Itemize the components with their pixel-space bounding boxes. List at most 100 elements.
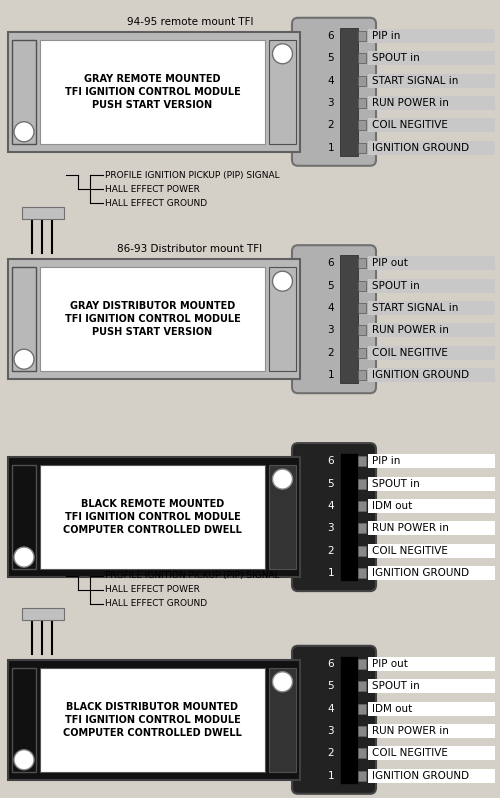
Bar [358,326,366,335]
Bar [358,281,366,290]
Bar [40,668,265,772]
Bar [8,457,300,577]
Bar [368,657,495,671]
Bar [40,465,265,569]
Text: RUN POWER in: RUN POWER in [372,523,449,533]
Text: IGNITION GROUND: IGNITION GROUND [372,568,469,578]
Bar [368,566,495,580]
Text: 2: 2 [328,120,334,130]
Bar [22,608,64,620]
Text: 5: 5 [328,479,334,488]
Text: SPOUT in: SPOUT in [372,681,420,691]
Bar [368,768,495,783]
Bar [358,98,366,108]
Text: START SIGNAL in: START SIGNAL in [372,303,458,313]
Bar [358,76,366,85]
Bar [12,267,36,371]
Text: PIP in: PIP in [372,456,400,466]
Text: 6: 6 [328,456,334,466]
Text: RUN POWER in: RUN POWER in [372,326,449,335]
Bar [368,96,495,110]
Text: 6: 6 [328,659,334,669]
Bar [358,370,366,380]
Bar [368,256,495,271]
Text: HALL EFFECT GROUND: HALL EFFECT GROUND [105,199,207,207]
Bar [358,546,366,555]
Text: COIL NEGITIVE: COIL NEGITIVE [372,546,448,555]
Text: IDM out: IDM out [372,704,412,713]
Bar [8,660,300,780]
Text: PIP out: PIP out [372,659,408,669]
Text: 3: 3 [328,726,334,736]
Text: PIP in: PIP in [372,31,400,41]
Bar [368,543,495,558]
Bar [358,659,366,669]
Text: PROFILE IGNITION PICKUP (PIP) SIGNAL: PROFILE IGNITION PICKUP (PIP) SIGNAL [105,171,280,180]
Bar [358,143,366,152]
Text: HALL EFFECT POWER: HALL EFFECT POWER [105,585,200,595]
Text: IGNITION GROUND: IGNITION GROUND [372,370,469,380]
Bar [368,346,495,360]
Bar [368,454,495,468]
Text: COIL NEGITIVE: COIL NEGITIVE [372,749,448,758]
Text: 1: 1 [328,370,334,380]
Text: 5: 5 [328,53,334,63]
Bar [40,267,265,371]
Bar [358,31,366,41]
Bar [358,771,366,780]
Bar [368,323,495,338]
Text: 86-93 Distributor mount TFI: 86-93 Distributor mount TFI [118,244,262,255]
Text: 1: 1 [328,143,334,152]
Bar [12,465,36,569]
Bar [340,255,358,383]
Bar [12,668,36,772]
Bar [40,40,265,144]
Bar [8,32,300,152]
Text: 3: 3 [328,326,334,335]
Bar [368,301,495,315]
Text: 4: 4 [328,501,334,511]
Text: COIL NEGITIVE: COIL NEGITIVE [372,120,448,130]
Bar [358,348,366,358]
Bar [358,53,366,63]
Text: 1: 1 [328,771,334,780]
Circle shape [14,350,34,369]
Bar [358,259,366,268]
Circle shape [14,547,34,567]
Text: HALL EFFECT POWER: HALL EFFECT POWER [105,184,200,194]
Circle shape [14,122,34,142]
Bar [269,40,296,144]
Text: RUN POWER in: RUN POWER in [372,726,449,736]
FancyBboxPatch shape [292,245,376,393]
Text: SPOUT in: SPOUT in [372,53,420,63]
Bar [368,701,495,716]
Bar [8,259,300,379]
Text: SPOUT in: SPOUT in [372,281,420,290]
Bar [368,118,495,132]
Bar [22,207,64,219]
Bar [368,140,495,155]
Bar [368,73,495,88]
Bar [358,726,366,736]
Text: BLACK REMOTE MOUNTED
TFI IGNITION CONTROL MODULE
COMPUTER CONTROLLED DWELL: BLACK REMOTE MOUNTED TFI IGNITION CONTRO… [63,499,242,535]
Text: 5: 5 [328,281,334,290]
Text: IGNITION GROUND: IGNITION GROUND [372,771,469,780]
Text: 3: 3 [328,98,334,108]
Bar [368,476,495,491]
Text: 4: 4 [328,303,334,313]
Bar [368,679,495,693]
Bar [358,749,366,758]
Bar [12,40,36,144]
Bar [358,479,366,488]
Text: GRAY REMOTE MOUNTED
TFI IGNITION CONTROL MODULE
PUSH START VERSION: GRAY REMOTE MOUNTED TFI IGNITION CONTROL… [64,73,240,110]
Text: SPOUT in: SPOUT in [372,479,420,488]
Text: 2: 2 [328,749,334,758]
Bar [368,521,495,535]
Text: 1: 1 [328,568,334,578]
Bar [340,453,358,581]
FancyBboxPatch shape [292,18,376,166]
Text: 3: 3 [328,523,334,533]
Bar [340,656,358,784]
Text: 4: 4 [328,76,334,85]
Text: IDM out: IDM out [372,501,412,511]
